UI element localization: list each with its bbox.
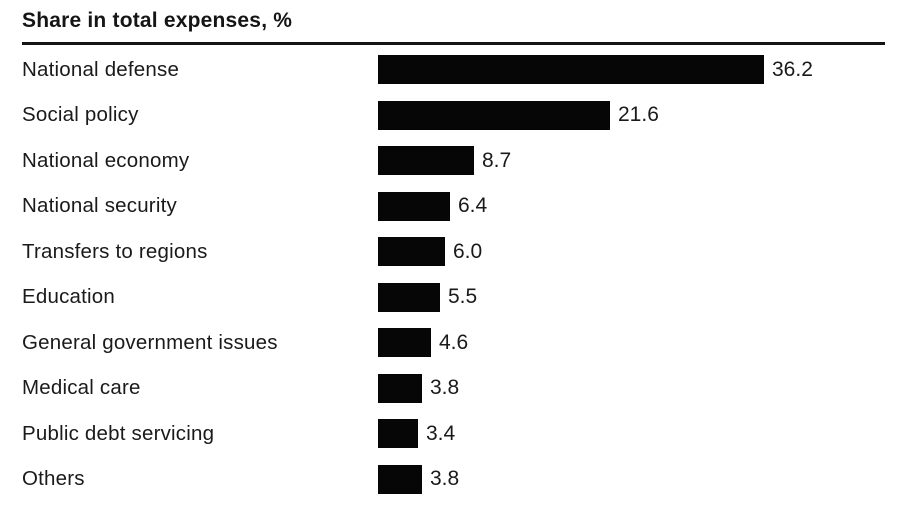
category-label: General government issues [22,330,278,354]
bar [378,328,431,358]
bar [378,282,440,312]
bar [378,237,445,267]
bar-area: 5.5 [378,275,885,321]
value-label: 3.4 [426,421,456,445]
bar [378,373,422,403]
category-label: Public debt servicing [22,421,215,445]
bar-area: 3.8 [378,457,885,503]
bar-area: 3.4 [378,411,885,457]
value-label: 4.6 [439,330,469,354]
bar [378,146,474,176]
category-label: Social policy [22,103,139,127]
category-label: Transfers to regions [22,239,208,263]
bar-area: 21.6 [378,93,885,139]
bar-area: 4.6 [378,320,885,366]
category-label: National economy [22,148,190,172]
title-rule [22,42,885,45]
value-label: 3.8 [430,376,460,400]
bar-area: 6.0 [378,229,885,275]
bar [378,464,422,494]
category-label: National security [22,194,177,218]
bar-area: 6.4 [378,184,885,230]
value-label: 5.5 [448,285,478,309]
category-label: Education [22,285,115,309]
value-label: 21.6 [618,103,659,127]
chart-row: Social policy 21.6 [22,93,885,139]
chart-row: Others 3.8 [22,457,885,503]
chart-row: National defense 36.2 [22,47,885,93]
chart-title: Share in total expenses, % [22,9,293,32]
value-label: 36.2 [772,57,813,81]
category-label: National defense [22,57,180,81]
bar-area: 36.2 [378,47,885,93]
chart-rows: National defense 36.2 Social policy 21.6… [22,47,885,502]
chart-row: Medical care 3.8 [22,366,885,412]
category-label: Medical care [22,376,141,400]
value-label: 3.8 [430,467,460,491]
chart-row: Education 5.5 [22,275,885,321]
bar [378,419,418,449]
chart-row: National security 6.4 [22,184,885,230]
category-label: Others [22,467,85,491]
bar-area: 8.7 [378,138,885,184]
value-label: 6.0 [453,239,483,263]
bar [378,191,450,221]
value-label: 8.7 [482,148,512,172]
bar [378,55,764,85]
chart-row: Public debt servicing 3.4 [22,411,885,457]
chart-row: General government issues 4.6 [22,320,885,366]
chart-row: Transfers to regions 6.0 [22,229,885,275]
chart-row: National economy 8.7 [22,138,885,184]
bar [378,100,610,130]
bar-area: 3.8 [378,366,885,412]
value-label: 6.4 [458,194,488,218]
